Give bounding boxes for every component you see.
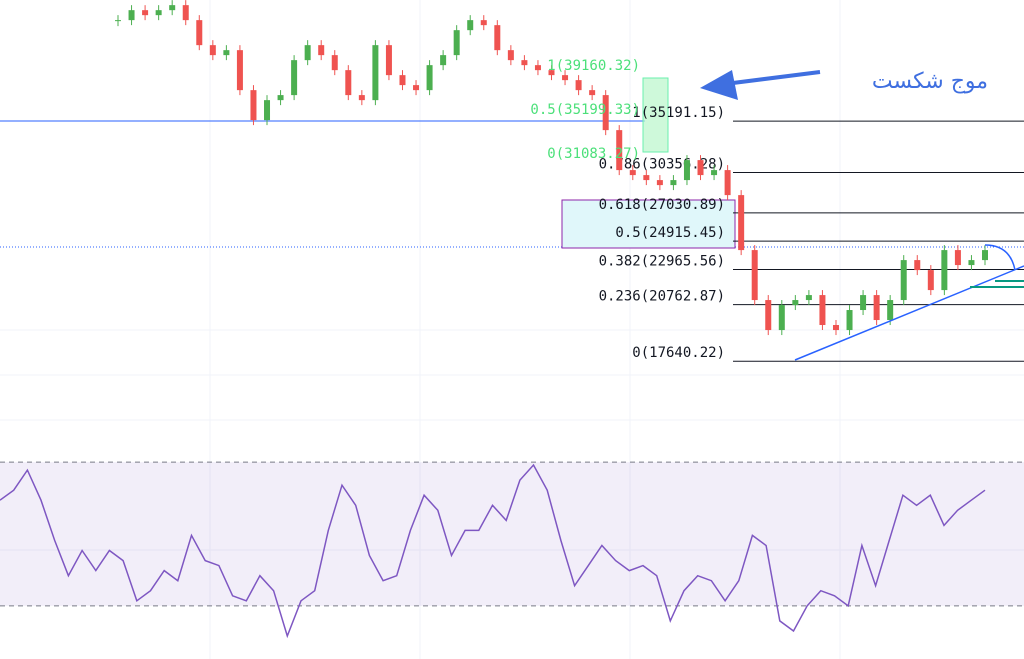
candle [697, 160, 704, 176]
fib-label: 1(35191.15) [632, 105, 725, 121]
rsi-pane [0, 461, 1024, 639]
candle [656, 180, 663, 186]
candle [873, 295, 880, 321]
candle [142, 10, 149, 16]
fib-label-secondary: 0.5(35199.33) [530, 102, 640, 118]
candle [304, 45, 311, 61]
annotation: موج شکست [872, 69, 988, 94]
candle [440, 55, 447, 66]
candle [345, 70, 352, 96]
price-pane: 1(35191.15) 0.786(30356.28) 0.618(27030.89… [115, 0, 1024, 362]
candle [372, 45, 379, 101]
candle [982, 250, 988, 261]
candle [954, 250, 961, 266]
candle [819, 295, 826, 326]
rsi-band [0, 462, 1024, 606]
fib-label: 0.5(24915.45) [615, 225, 725, 241]
candle [548, 70, 555, 76]
candle [196, 20, 203, 46]
candle [223, 50, 230, 56]
candle [385, 45, 392, 76]
candle [670, 180, 677, 186]
candle [413, 85, 420, 91]
candle [331, 55, 338, 71]
candle [643, 175, 650, 181]
fib-label-secondary: 0(31083.27) [547, 146, 640, 162]
candle [494, 25, 501, 51]
arrow-head [700, 70, 738, 100]
fib-box [642, 77, 669, 153]
candle [426, 65, 433, 91]
candle [900, 260, 907, 301]
fib-label: 0(17640.22) [632, 345, 725, 361]
candle [860, 295, 867, 311]
candle [575, 80, 582, 91]
candle [250, 90, 257, 121]
candle [209, 45, 216, 56]
fib-label: 0.786(30356.28) [599, 157, 725, 173]
candle [128, 10, 135, 21]
candle [711, 170, 718, 176]
candle [751, 250, 758, 301]
candle [264, 100, 271, 121]
curve-arrow [984, 244, 1016, 271]
candle [602, 95, 609, 131]
arrow-shaft [724, 70, 821, 86]
candle [683, 160, 690, 181]
candle [941, 250, 948, 291]
candle [724, 170, 731, 196]
candle [832, 325, 839, 331]
candle [805, 295, 812, 301]
candle [115, 20, 121, 22]
fib-label: 0.382(22965.56) [599, 254, 725, 270]
candle [927, 270, 934, 291]
candle [968, 260, 975, 266]
candle [358, 95, 365, 101]
candle [453, 30, 460, 56]
candle [914, 260, 921, 271]
fib-label: 0.236(20762.87) [599, 289, 725, 305]
candle [277, 95, 284, 101]
trend-line [794, 265, 1024, 361]
candle [155, 10, 162, 16]
candle [480, 20, 487, 26]
candle [629, 170, 636, 176]
candle [616, 130, 623, 171]
fib-label-secondary: 1(39160.32) [547, 58, 640, 74]
candle [521, 60, 528, 66]
candle [507, 50, 514, 61]
candle [887, 300, 894, 321]
fib-label: 0.618(27030.89) [599, 197, 725, 213]
candle [467, 20, 474, 31]
candle [846, 310, 853, 331]
candle [738, 195, 745, 251]
candle [236, 50, 243, 91]
zone-box [561, 199, 736, 249]
candle [182, 5, 189, 21]
candle [291, 60, 298, 96]
rsi-line [0, 463, 986, 639]
candle [792, 300, 799, 306]
candle [534, 65, 541, 71]
candle [589, 90, 596, 96]
candle [778, 305, 785, 331]
candle [318, 45, 325, 56]
candle [399, 75, 406, 86]
candle [765, 300, 772, 331]
candle [169, 5, 176, 11]
candle [562, 75, 569, 81]
